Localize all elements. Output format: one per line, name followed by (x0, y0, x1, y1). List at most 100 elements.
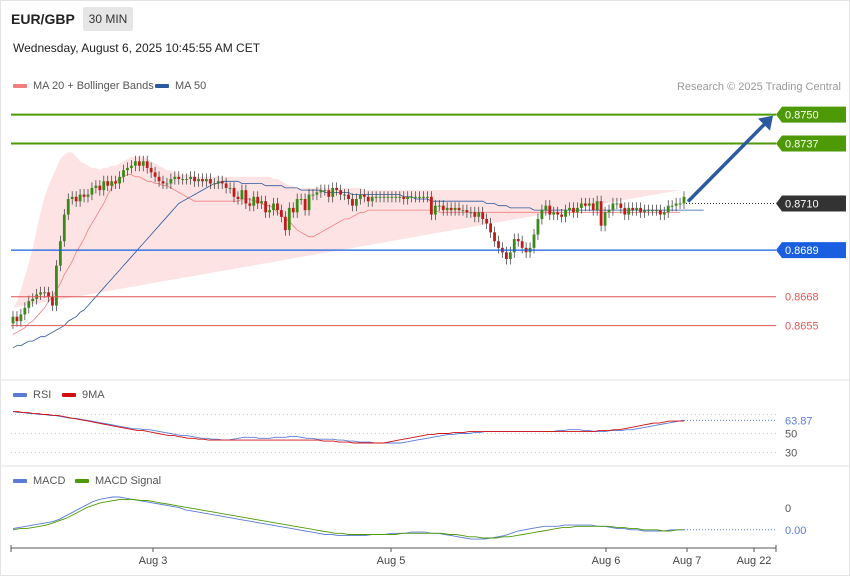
candle-body (283, 216, 287, 231)
candle-body (319, 190, 323, 193)
candle-body (560, 214, 564, 217)
candle-body (185, 179, 189, 181)
candle-body (74, 196, 78, 202)
symbol-title: EUR/GBP (11, 11, 75, 27)
candle-body (654, 210, 658, 212)
level-tag (776, 242, 846, 259)
candle-body (47, 292, 50, 297)
candle-body (31, 298, 35, 302)
candle-body (410, 196, 414, 198)
legend-macd-signal: MACD Signal (75, 475, 161, 487)
candle-body (615, 203, 619, 205)
candle-body (23, 307, 27, 315)
candle-body (378, 196, 382, 198)
candle-body (370, 196, 374, 202)
macd-signal-line (12, 498, 684, 539)
candle-body (564, 210, 567, 217)
candle-body (540, 210, 544, 220)
candle-body (437, 205, 441, 207)
candle-body (248, 203, 252, 206)
candle-body (568, 207, 571, 211)
candle-body (643, 210, 646, 213)
candle-body (477, 212, 481, 217)
candle-body (449, 207, 453, 211)
candle-body (212, 183, 216, 185)
level-label: 0.8655 (785, 321, 819, 333)
candle-body (39, 292, 43, 295)
level-tag (776, 106, 846, 123)
candle-body (366, 196, 370, 202)
candle-body (544, 205, 548, 211)
candle-body (611, 203, 615, 211)
candle-body (362, 194, 366, 197)
candle-body (682, 196, 686, 204)
candle-body (122, 170, 125, 177)
candle-body (429, 196, 433, 215)
candle-body (635, 207, 639, 211)
candle-body (66, 199, 70, 215)
candle-body (193, 176, 196, 182)
candle-body (453, 207, 457, 211)
candle-body (165, 183, 169, 185)
candle-body (149, 167, 153, 173)
macd-swatch (13, 479, 27, 483)
candle-body (576, 207, 579, 213)
candle-body (197, 179, 200, 182)
candle-body (98, 185, 102, 191)
candle-body (627, 207, 631, 215)
candle-body (244, 190, 248, 204)
candle-body (252, 196, 256, 206)
research-credit: Research © 2025 Trading Central (676, 81, 841, 93)
ma50-swatch (155, 84, 169, 88)
level-label: 0.8668 (785, 292, 819, 304)
target-arrow-head (758, 115, 773, 131)
candle-body (173, 176, 177, 180)
macd-line (12, 496, 684, 540)
candle-body (658, 210, 662, 215)
candle-body (520, 241, 524, 248)
x-axis-tick-label: Aug 5 (377, 555, 406, 567)
rsi-ma-line (13, 411, 684, 444)
candle-body (433, 205, 437, 215)
candle-body (651, 210, 654, 212)
candle-body (161, 181, 165, 184)
candle-body (94, 185, 98, 188)
candle-body (670, 205, 674, 207)
candle-body (295, 199, 299, 213)
rsi-tick-label: 30 (785, 448, 797, 460)
candle-body (631, 207, 635, 211)
candle-body (441, 205, 445, 211)
candle-body (240, 190, 244, 200)
candle-body (126, 167, 129, 171)
candle-body (177, 176, 181, 180)
candle-body (623, 207, 627, 215)
rsi-tick-label: 50 (785, 429, 797, 441)
candle-body (232, 187, 236, 197)
level-label: 0.8737 (785, 139, 819, 151)
legend-ma20: MA 20 + Bollinger Bands (13, 80, 154, 92)
candle-body (639, 207, 642, 213)
candle-body (508, 252, 512, 259)
candle-body (516, 238, 520, 242)
timeframe-badge[interactable]: 30 MIN (83, 7, 133, 31)
candle-body (481, 212, 485, 220)
candle-body (445, 207, 449, 211)
candle-body (465, 210, 469, 213)
candle-body (15, 316, 19, 322)
x-axis-tick-label: Aug 6 (592, 555, 621, 567)
candle-body (133, 161, 137, 166)
candle-body (504, 252, 508, 259)
candle-body (556, 212, 560, 215)
candle-body (280, 210, 283, 217)
candle-body (426, 196, 429, 198)
candle-body (11, 316, 15, 324)
candle-body (303, 199, 307, 211)
candle-body (141, 161, 145, 166)
x-axis-tick-label: Aug 7 (673, 555, 702, 567)
candle-body (137, 161, 141, 166)
candle-body (591, 203, 595, 211)
candle-body (374, 196, 378, 198)
candle-body (110, 181, 114, 186)
ma50-line (12, 180, 704, 349)
candle-body (666, 205, 670, 213)
